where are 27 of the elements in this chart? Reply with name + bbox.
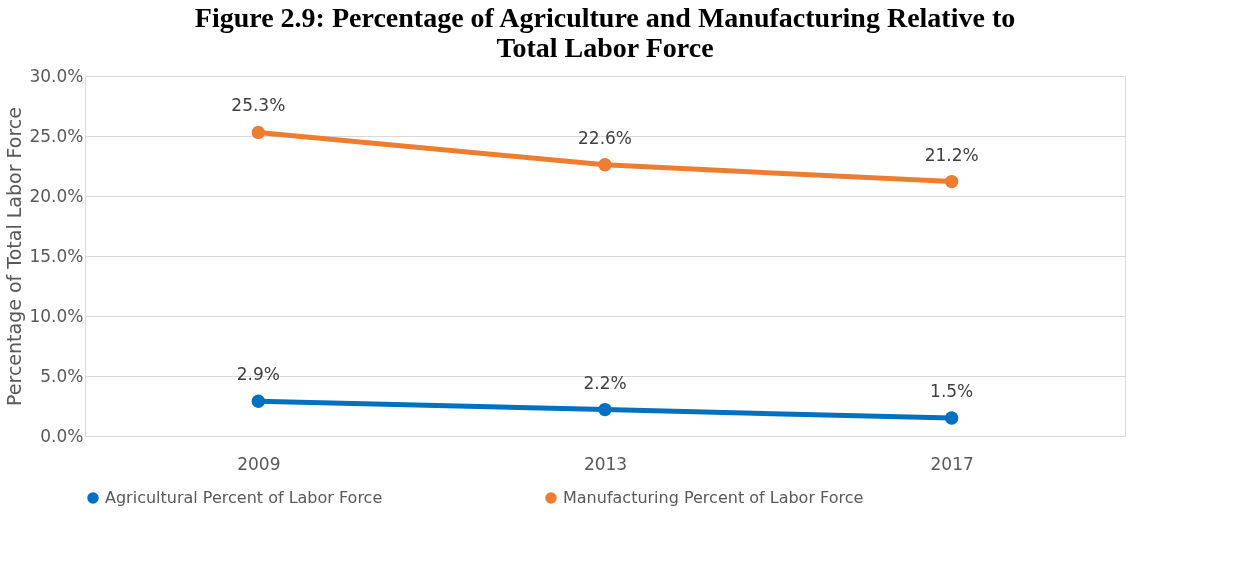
x-tick-label: 2017 xyxy=(930,453,974,474)
point xyxy=(944,411,959,425)
data-label: 2.2% xyxy=(583,372,627,393)
data-label: 21.2% xyxy=(924,144,979,165)
text: Total Labor Force xyxy=(496,32,714,63)
x-tick-label: 2013 xyxy=(583,453,628,474)
y-tick-label: 5.0% xyxy=(40,365,84,386)
y-axis-title: Percentage of Total Labor Force xyxy=(3,107,26,406)
point xyxy=(251,394,266,408)
data-label: 1.5% xyxy=(930,381,974,401)
y-tick-label: 20.0% xyxy=(29,185,84,206)
data-label: 2.9% xyxy=(236,364,280,385)
point xyxy=(598,402,612,417)
data-label: 22.6% xyxy=(577,127,633,148)
y-tick-label: 10.0% xyxy=(29,305,84,326)
y-tick-label: 25.0% xyxy=(29,125,84,146)
text: Figure 2.9: Percentage of Agriculture and Manufacturing Relative to xyxy=(194,2,1016,33)
data-label: 25.3% xyxy=(231,95,286,116)
legend-label: Agricultural Percent of Labor Force xyxy=(105,488,383,507)
x-tick-label: 2009 xyxy=(237,453,281,474)
point xyxy=(944,174,959,189)
y-tick-label: 0.0% xyxy=(40,425,84,446)
legend-label: Manufacturing Percent of Labor Force xyxy=(563,488,864,507)
point xyxy=(598,158,612,172)
y-tick-label: 15.0% xyxy=(29,245,84,266)
point xyxy=(251,125,266,140)
y-tick-label: 30.0% xyxy=(29,65,84,86)
